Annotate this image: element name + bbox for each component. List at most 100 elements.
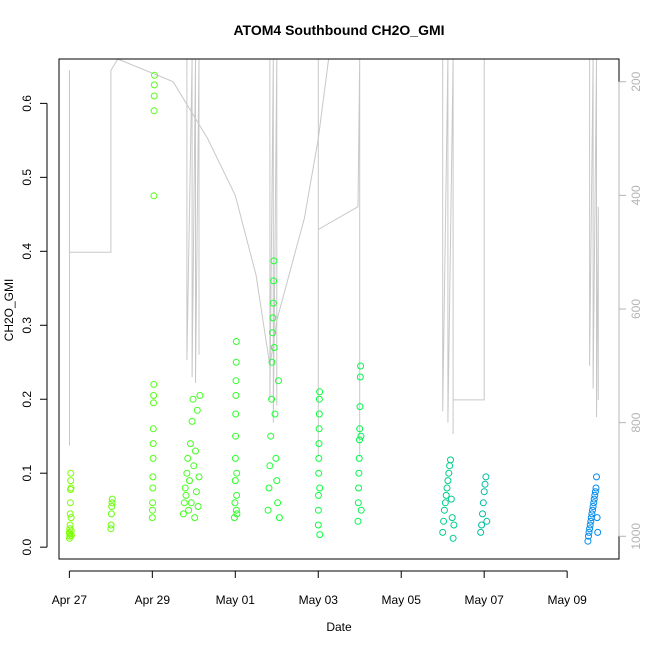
data-point	[483, 517, 491, 525]
y2-tick-label: 400	[629, 185, 643, 205]
data-point	[231, 499, 239, 507]
data-point	[107, 521, 115, 529]
data-point	[586, 521, 594, 529]
data-point	[355, 469, 363, 477]
data-point	[273, 477, 281, 485]
data-point	[445, 469, 453, 477]
data-point	[148, 514, 156, 522]
data-point	[316, 388, 324, 396]
y-tick-label: 0.0	[20, 539, 34, 556]
data-point	[447, 495, 455, 503]
altitude-line	[442, 58, 485, 434]
data-point	[67, 484, 75, 492]
data-point	[150, 192, 158, 200]
data-point	[444, 477, 452, 485]
data-points	[65, 71, 602, 545]
y-tick-label: 0.2	[20, 391, 34, 408]
data-point	[232, 338, 240, 345]
data-point	[108, 499, 116, 507]
data-point	[67, 531, 75, 539]
data-point	[108, 495, 116, 503]
data-point	[192, 447, 199, 455]
data-point	[593, 514, 601, 522]
altitude-line	[186, 58, 200, 383]
x-tick-label: May 03	[299, 593, 339, 607]
data-point	[477, 528, 485, 536]
data-point	[187, 499, 195, 507]
data-point	[316, 531, 324, 539]
data-point	[446, 462, 454, 470]
data-point	[179, 510, 187, 518]
data-point	[440, 506, 448, 514]
y-axis: 0.0 0.1 0.2 0.3 0.4 0.5 0.6	[20, 95, 48, 556]
data-point	[269, 314, 277, 322]
data-point	[232, 358, 240, 366]
data-point	[588, 510, 596, 518]
data-point	[443, 484, 451, 492]
y2-tick-label: 600	[629, 299, 643, 319]
data-point	[232, 410, 240, 418]
data-point	[584, 537, 592, 545]
data-point	[448, 514, 456, 522]
data-point	[591, 491, 599, 499]
data-point	[194, 503, 202, 510]
data-point	[315, 425, 323, 433]
y-tick-label: 0.6	[20, 95, 34, 112]
data-point	[149, 440, 157, 448]
data-point	[274, 499, 282, 507]
data-point	[66, 510, 74, 518]
data-point	[585, 528, 593, 536]
data-point	[439, 528, 447, 536]
data-point	[150, 81, 158, 89]
data-point	[447, 456, 454, 464]
data-point	[586, 525, 594, 533]
data-point	[188, 417, 196, 425]
data-point	[591, 488, 599, 496]
data-point	[590, 495, 598, 503]
y-axis-title: CH2O_GMI	[2, 279, 16, 342]
data-point	[67, 514, 75, 522]
data-point	[275, 377, 282, 385]
data-point	[585, 532, 592, 540]
altitude-lines	[68, 58, 599, 457]
data-point	[189, 395, 197, 403]
data-point	[272, 454, 280, 462]
data-point	[233, 510, 241, 518]
x-tick-label: May 07	[465, 593, 505, 607]
data-point	[232, 377, 240, 385]
data-point	[67, 527, 75, 535]
data-point	[315, 454, 323, 462]
data-point	[150, 392, 158, 399]
data-point	[183, 469, 191, 477]
data-point	[314, 521, 322, 529]
x-axis-title: Date	[326, 620, 352, 634]
altitude-line	[269, 58, 278, 423]
data-point	[193, 406, 201, 414]
data-point	[357, 362, 365, 370]
data-point	[594, 528, 602, 536]
data-point	[231, 477, 239, 485]
data-point	[482, 473, 490, 481]
data-point	[66, 521, 74, 529]
data-point	[232, 392, 240, 399]
data-point	[67, 469, 75, 477]
data-point	[196, 392, 204, 399]
data-point	[191, 514, 199, 522]
y-tick-label: 0.5	[20, 169, 34, 186]
data-point	[150, 399, 157, 407]
data-point	[233, 491, 241, 499]
data-point	[267, 432, 275, 440]
data-point	[181, 484, 189, 492]
data-point	[315, 440, 323, 448]
data-point	[357, 432, 365, 440]
data-point	[270, 277, 278, 285]
data-point	[480, 488, 488, 496]
data-point	[233, 469, 241, 477]
altitude-line	[317, 58, 361, 457]
data-point	[149, 473, 157, 481]
data-point	[355, 454, 363, 462]
x-axis: Apr 27 Apr 29 May 01 May 03 May 05 May 07 May …	[52, 570, 587, 607]
y2-tick-label: 1000	[629, 523, 643, 550]
data-point	[357, 506, 365, 514]
data-point	[268, 358, 276, 366]
